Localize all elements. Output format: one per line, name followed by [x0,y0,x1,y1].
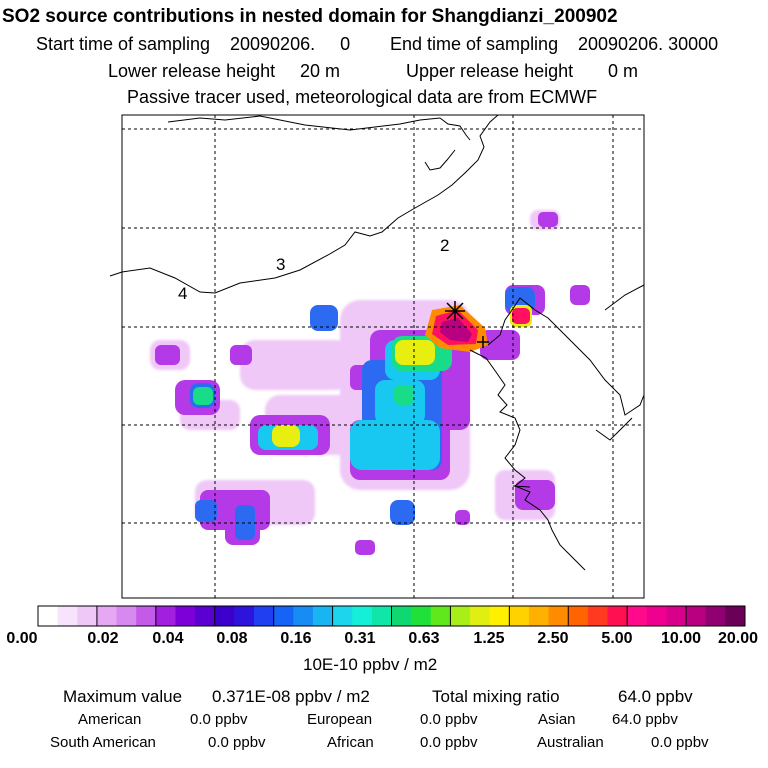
cross-marker [477,336,489,348]
colorbar-swatch [686,606,707,626]
colorbar-swatch [705,606,726,626]
colorbar-swatch [627,606,648,626]
colorbar-swatch [312,606,334,626]
colorbar-swatch [293,606,314,626]
upper-height-label: Upper release height [406,61,574,81]
australian-label: Australian [537,734,604,751]
colorbar-label: 10.00 [660,630,702,647]
colorbar-label: 0.08 [216,630,248,647]
colorbar-swatch [489,606,510,626]
colorbar-label: 0.63 [408,630,440,647]
australian-value: 0.0 ppbv [651,734,709,751]
colorbar-label: 5.00 [601,630,633,647]
max-value-label: Maximum value [63,687,183,706]
total-mixing-label: Total mixing ratio [432,687,560,706]
south-american-value: 0.0 ppbv [208,734,266,751]
american-label: American [78,711,142,728]
colorbar-label: 2.50 [537,630,569,647]
south-american-label: South American [50,734,156,751]
colorbar-swatch [548,606,569,626]
lat-lon-grid [122,115,644,598]
american-value: 0.0 ppbv [190,711,248,728]
lower-height-label: Lower release height [108,61,276,81]
region-label-4: 4 [178,284,188,303]
colorbar-swatch [96,606,118,626]
colorbar-swatch [450,606,471,626]
colorbar-swatch [607,606,628,626]
colorbar-swatch [234,606,255,626]
african-value: 0.0 ppbv [420,734,478,751]
european-label: European [307,711,373,728]
colorbar-swatch [38,606,59,626]
start-time-label: Start time of sampling [36,34,211,54]
colorbar-swatch [371,606,392,626]
boundary-lines [109,114,645,571]
colorbar-swatch [136,606,157,626]
colorbar-swatch [391,606,412,626]
asian-value: 64.0 ppbv [612,711,678,728]
colorbar-swatch [587,606,609,626]
colorbar-swatch [646,606,667,626]
tracer-note: Passive tracer used, meteorological data… [127,87,598,107]
colorbar-swatch [411,606,432,626]
start-time-value: 20090206. 0 [230,34,351,54]
colorbar-swatch [509,606,530,626]
european-value: 0.0 ppbv [420,711,478,728]
colorbar-swatch [725,606,746,626]
lower-height-value: 20 m [300,61,341,81]
colorbar-label: 0.16 [280,630,312,647]
colorbar-swatch [332,606,353,626]
plume-layer [150,210,590,555]
star-marker [445,301,465,321]
colorbar-swatch [214,606,235,626]
colorbar-swatch [195,606,216,626]
colorbar-label: 0.02 [87,630,119,647]
region-label-3: 3 [276,255,286,274]
upper-height-value: 0 m [608,61,639,81]
colorbar-swatch [254,606,275,626]
colorbar-label: 20.00 [717,630,759,647]
colorbar-swatch [352,606,373,626]
max-value: 0.371E-08 ppbv / m2 [212,687,370,706]
colorbar-label: 1.25 [473,630,505,647]
colorbar-swatch [470,606,491,626]
total-mixing-value: 64.0 ppbv [618,687,693,706]
colorbar-swatch [430,606,451,626]
end-time-label: End time of sampling [390,34,559,54]
colorbar-label: 0.31 [344,630,376,647]
map-frame [121,114,645,599]
colorbar-swatch [175,606,196,626]
colorbar-swatch [666,606,687,626]
colorbar-label: 0.04 [152,630,184,647]
african-label: African [327,734,374,751]
colorbar-swatch [57,606,78,626]
colorbar-swatch [77,606,98,626]
region-label-2: 2 [440,236,450,255]
colorbar-swatch [273,606,294,626]
colorbar-label: 0.00 [6,630,38,647]
asian-label: Asian [538,711,576,728]
colorbar-swatch [528,606,550,626]
page-title: SO2 source contributions in nested domai… [2,6,618,27]
colorbar-swatch [568,606,589,626]
colorbar-swatch [155,606,176,626]
colorbar-unit: 10E-10 ppbv / m2 [303,655,438,674]
colorbar-swatch [116,606,137,626]
end-time-value: 20090206. 30000 [578,34,719,54]
colorbar [37,605,746,627]
